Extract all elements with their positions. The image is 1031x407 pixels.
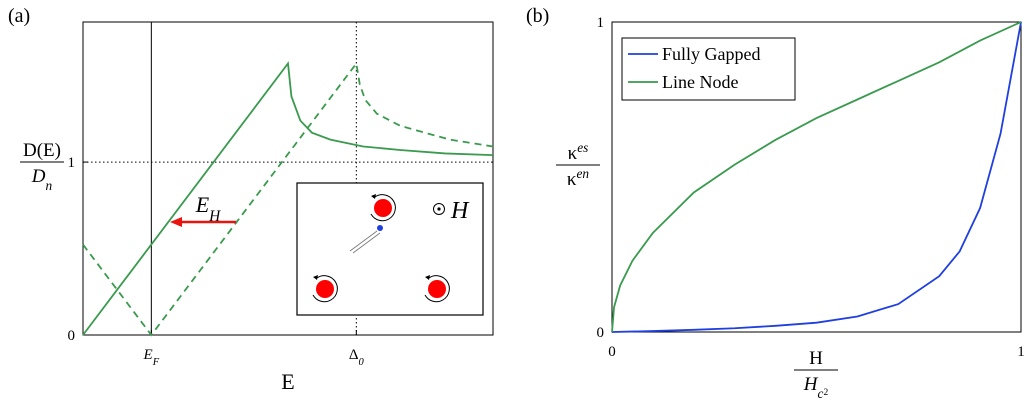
x-tick-label-sub: F: [152, 357, 160, 368]
y-tick-label: 0: [597, 325, 605, 341]
y-tick-label: 1: [597, 15, 605, 31]
annotation-base: E: [195, 192, 210, 217]
y-axis-label-denominator-base: κ: [567, 169, 577, 190]
panel-label: (a): [8, 5, 30, 27]
y-tick-label: 1: [68, 155, 76, 171]
inset-label: H: [450, 198, 470, 224]
x-axis-label-denominator-subsub: 2: [823, 388, 828, 398]
y-axis-label-numerator-sup: es: [577, 140, 588, 155]
y-axis-label-numerator: κes: [568, 140, 589, 165]
panel-label: (b): [526, 5, 549, 27]
x-axis-label-numerator: H: [809, 348, 823, 369]
x-tick-label: 0: [608, 344, 616, 360]
y-axis-label-numerator-base: κ: [568, 143, 578, 164]
legend-label: Line Node: [662, 72, 738, 92]
x-tick-label: EF: [143, 347, 160, 368]
x-tick-label: Δ0: [349, 347, 365, 368]
y-axis-label-denominator: Dn: [31, 166, 53, 193]
annotation-sub: H: [208, 208, 221, 225]
y-axis-label-denominator-sup: en: [577, 166, 590, 181]
figure: 01EFΔ0(a)ED(E)Dn0101Fully GappedLine Nod…: [0, 0, 1031, 407]
x-tick-label-base: E: [143, 347, 153, 363]
y-axis-label-denominator-base: D: [31, 166, 46, 187]
y-tick-label: 0: [68, 328, 76, 344]
y-axis-label-numerator: D(E): [23, 140, 61, 161]
legend-label: Fully Gapped: [662, 44, 761, 64]
y-axis-label-denominator-sub: n: [46, 178, 53, 193]
inset: H: [297, 183, 483, 315]
y-axis-label-denominator: κen: [567, 166, 589, 191]
x-tick-label-sub: 0: [359, 357, 365, 368]
x-tick-label-base: Δ: [349, 347, 359, 363]
x-axis-label-denominator: Hc2: [803, 374, 829, 401]
x-axis-label-denominator-base: H: [803, 374, 819, 395]
x-tick-label: 1: [1017, 344, 1025, 360]
x-axis-label: E: [281, 369, 294, 394]
